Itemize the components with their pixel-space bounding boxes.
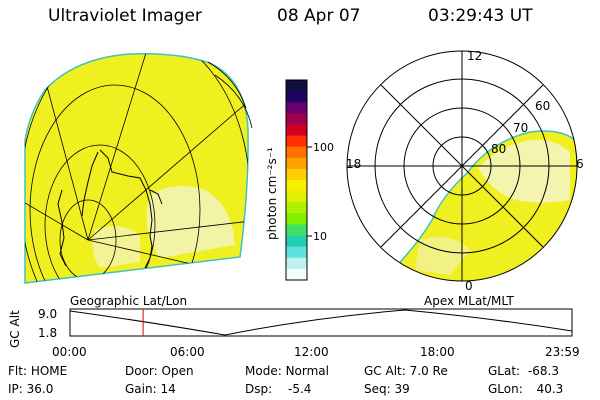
left-map-brightness-patch [146,186,235,258]
colorbar-segment [286,180,307,192]
colorbar-segment [286,168,307,181]
orbit-altitude-curve [69,309,573,336]
colorbar-segment [286,146,307,159]
colorbar-tick-label: 10 [313,230,327,243]
status-door-value: Open [161,364,194,378]
status-seq-label: Seq: [364,382,391,396]
status-glon: GLon: 40.3 [488,382,563,396]
colorbar-label: photon cm⁻²s⁻¹ [265,147,279,240]
status-mode-label: Mode: [245,364,282,378]
status-gcalt: GC Alt: 7.0 Re [364,364,448,378]
colorbar-segment [286,102,307,114]
mlt-line [380,84,544,248]
status-mode-value: Normal [285,364,329,378]
status-glon-label: GLon: [488,382,523,396]
longitude-line [87,53,151,241]
status-gcalt-label: GC Alt: [364,364,406,378]
status-gain: Gain: 14 [125,382,176,396]
status-flt-value: HOME [30,364,68,378]
status-glat: GLat: -68.3 [488,364,559,378]
orbit-ylabel: GC Alt [8,310,22,348]
colorbar-segment [286,113,307,125]
status-dsp-label: Dsp: [245,382,273,396]
mlt-label-12: 12 [467,49,482,63]
earth-limb [214,74,253,129]
colorbar-segment [286,202,307,214]
mlat-label-70: 70 [513,121,528,135]
status-ip: IP: 36.0 [8,382,53,396]
status-seq-value: 39 [394,382,410,396]
longitude-line [87,219,249,241]
mlat-label-60: 60 [535,99,550,113]
status-gain-value: 14 [160,382,176,396]
orbit-xtick: 18:00 [420,345,455,359]
orbit-xtick: 23:59 [545,345,580,359]
colorbar-segment [286,235,307,248]
colorbar-segment [286,135,307,148]
status-ip-value: 36.0 [26,382,54,396]
colorbar-segment [286,191,307,203]
status-glat-label: GLat: [488,364,521,378]
longitude-line [25,199,89,241]
left-map [24,52,253,284]
colorbar [286,80,307,281]
date-label: 08 Apr 07 [277,6,361,26]
orbit-xtick: 12:00 [294,345,329,359]
status-gain-label: Gain: [125,382,157,396]
status-flt: Flt: HOME [8,364,67,378]
status-glat-value: -68.3 [527,364,559,378]
orbit-xtick: 00:00 [52,345,87,359]
colorbar-segment [286,246,307,259]
colorbar-segment [286,124,307,137]
colorbar-segment [286,213,307,225]
status-ip-label: IP: [8,382,23,396]
orbit-xtick: 06:00 [170,345,205,359]
longitude-line [39,59,89,241]
orbit-ytick: 1.8 [38,326,57,340]
status-seq: Seq: 39 [364,382,410,396]
status-door: Door: Open [125,364,194,378]
orbit-ytick: 9.0 [38,307,57,321]
orbit-plot-frame [69,308,573,337]
status-dsp: Dsp: -5.4 [245,382,311,396]
right-map-label: Apex MLat/MLT [424,294,514,308]
status-mode: Mode: Normal [245,364,329,378]
latitude-line [29,84,201,283]
longitude-line [87,99,249,241]
right-map: 12 18 6 0 60 70 80 [346,49,584,293]
status-flt-label: Flt: [8,364,27,378]
instrument-title: Ultraviolet Imager [48,6,202,26]
colorbar-tick-label: 100 [313,141,334,154]
polar-brightness-patch [478,139,570,203]
status-dsp-value: -5.4 [287,382,312,396]
colorbar-segment [286,80,307,92]
colorbar-segment [286,157,307,170]
coastline [57,149,163,269]
left-map-brightness-patch [92,226,140,268]
status-door-label: Door: [125,364,158,378]
mlt-label-0: 0 [465,279,473,293]
mlt-label-6: 6 [576,157,584,171]
colorbar-segment [286,224,307,237]
status-glon-value: 40.3 [536,382,564,396]
colorbar-segment [286,91,307,103]
colorbar-frame [285,79,308,281]
left-map-label: Geographic Lat/Lon [70,294,187,308]
colorbar-segment [286,268,307,281]
time-label: 03:29:43 UT [428,6,533,26]
status-gcalt-value: 7.0 Re [409,364,448,378]
mlat-label-80: 80 [491,142,506,156]
latitude-line [44,144,156,283]
colorbar-segment [286,257,307,270]
earth-limb [207,61,247,109]
mlt-label-18: 18 [346,157,361,171]
